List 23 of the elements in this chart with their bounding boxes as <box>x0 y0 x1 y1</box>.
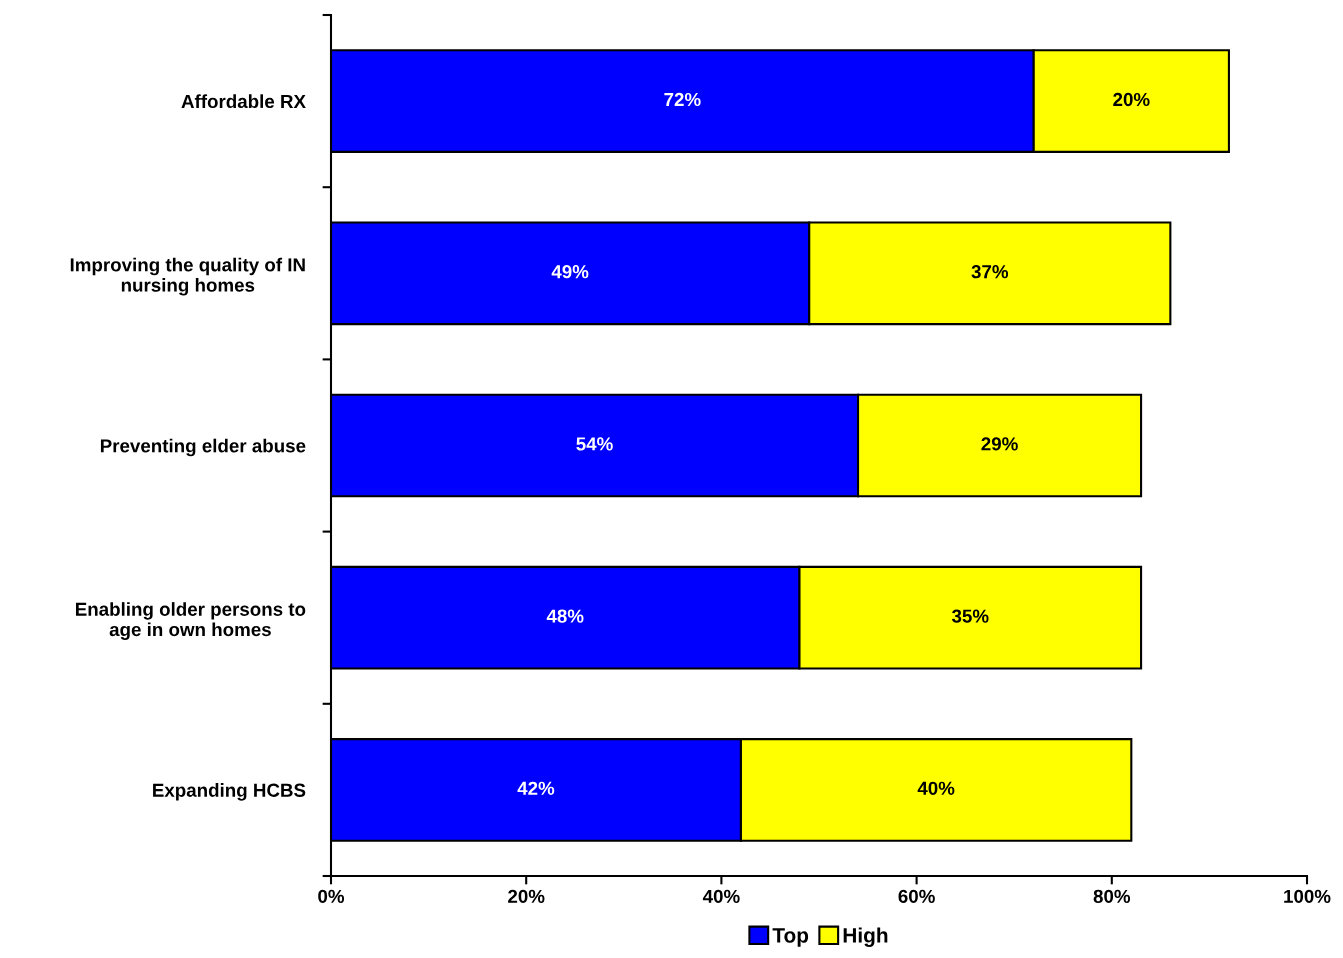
data-label: 42% <box>517 781 555 795</box>
data-label: 49% <box>551 265 589 279</box>
data-label: 29% <box>981 437 1018 451</box>
legend-label: High <box>843 927 888 947</box>
x-tick-label: 100% <box>1284 889 1331 903</box>
x-tick-label: 80% <box>1093 889 1131 903</box>
data-label: 54% <box>576 437 613 451</box>
data-label: 35% <box>951 609 989 623</box>
data-label: 37% <box>971 265 1009 279</box>
x-tick-label: 0% <box>318 889 345 903</box>
data-label: 48% <box>546 609 584 623</box>
data-label: 72% <box>664 92 701 107</box>
y-tick-label: Preventing elder abuse <box>100 438 306 457</box>
y-tick-label: Expanding HCBS <box>153 783 306 801</box>
x-tick-label: 20% <box>508 889 545 903</box>
data-label: 20% <box>1113 92 1150 107</box>
y-tick-label: Improving the quality of IN nursing homes <box>70 257 305 296</box>
y-tick-label: Affordable RX <box>181 94 306 109</box>
data-label: 40% <box>917 781 955 795</box>
x-tick-label: 60% <box>898 889 935 903</box>
y-tick-label: Enabling older persons to age in own homes <box>76 602 306 640</box>
x-tick-label: 40% <box>702 889 740 903</box>
legend-label: Top <box>772 928 809 947</box>
